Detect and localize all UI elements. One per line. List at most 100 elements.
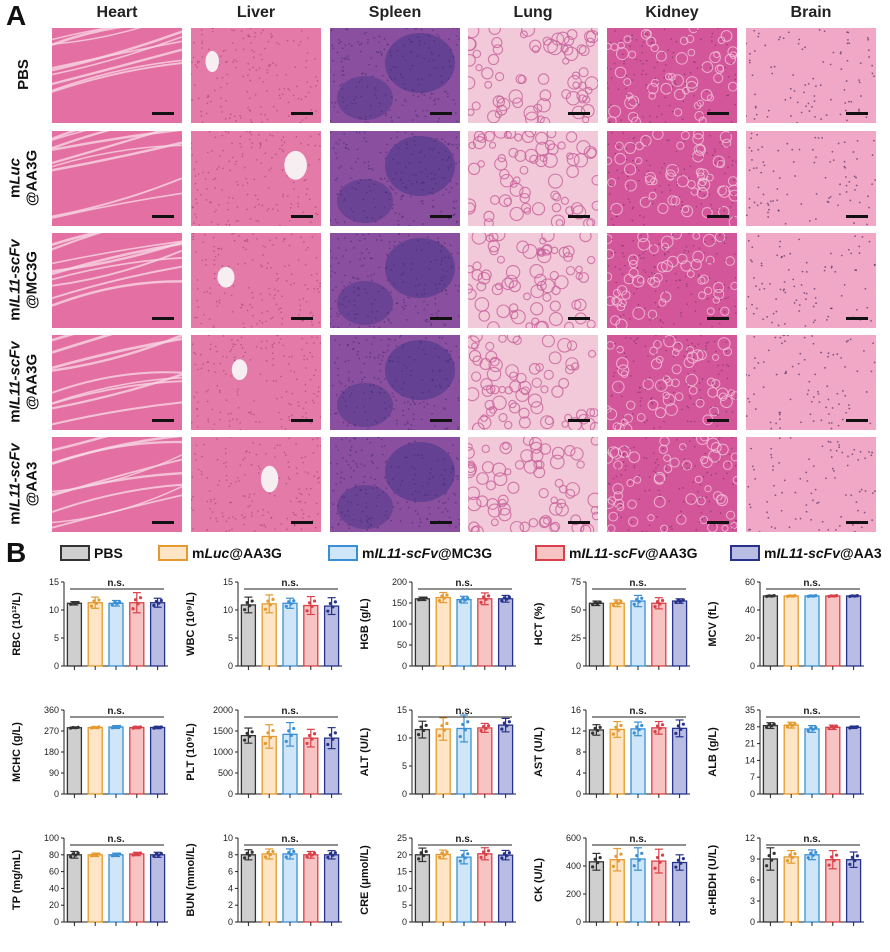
data-point — [507, 595, 511, 599]
y-axis-label: WBC (10⁹/L) — [185, 592, 197, 656]
bar — [845, 595, 862, 667]
data-point — [159, 725, 163, 729]
data-point — [616, 602, 621, 606]
column-header-brain: Brain — [790, 4, 832, 21]
histology-texture — [52, 28, 182, 123]
data-point — [442, 596, 447, 600]
data-point — [829, 594, 834, 598]
data-point — [245, 731, 249, 735]
bar — [66, 854, 83, 923]
data-point — [772, 594, 776, 598]
data-point — [287, 729, 291, 733]
bar — [783, 595, 799, 667]
bar — [630, 600, 646, 667]
data-point — [266, 599, 270, 603]
data-point — [152, 854, 156, 858]
y-axis-label: RBC (10¹²/L) — [11, 592, 23, 656]
histology-texture — [607, 28, 737, 123]
label-prefix: m — [6, 409, 24, 423]
data-point — [76, 725, 80, 729]
data-point — [814, 725, 818, 729]
data-point — [505, 724, 509, 728]
data-point — [463, 856, 467, 860]
data-point — [89, 604, 94, 608]
histology-texture — [191, 335, 321, 430]
y-tick-label: 500 — [218, 768, 233, 778]
data-point — [458, 859, 462, 863]
data-point — [250, 850, 254, 854]
histology-image-kidney-row3 — [607, 335, 737, 430]
data-point — [94, 853, 99, 857]
data-point — [829, 725, 834, 729]
data-point — [138, 851, 143, 855]
data-point — [94, 725, 99, 730]
data-point — [829, 855, 834, 859]
bar-chart-14: 0 3 6 9 12 n.s. α-HBDH (U/L) — [707, 833, 864, 927]
data-point — [243, 608, 247, 612]
bar — [240, 854, 257, 923]
data-point — [855, 854, 859, 858]
data-point — [616, 728, 621, 732]
y-tick-label: 100 — [44, 833, 59, 843]
data-point — [853, 725, 857, 729]
histology-texture — [330, 131, 460, 226]
data-point — [598, 856, 602, 860]
y-tick-label: 6 — [228, 867, 233, 877]
data-point — [785, 594, 790, 599]
scale-bar — [152, 521, 174, 524]
data-point — [832, 725, 836, 730]
bar — [87, 726, 103, 795]
data-point — [133, 598, 138, 602]
histology-image-spleen-row3 — [330, 335, 460, 430]
data-point — [500, 856, 504, 860]
bar — [66, 602, 83, 667]
significance-label: n.s. — [281, 706, 298, 717]
legend-item-1: mLuc@AA3G — [158, 545, 282, 561]
data-point — [268, 603, 273, 607]
histology-texture — [52, 437, 182, 532]
histology-image-heart-row4 — [52, 437, 182, 532]
scale-bar — [707, 317, 729, 320]
data-point — [136, 726, 140, 730]
data-point — [243, 738, 247, 742]
data-point — [809, 726, 813, 730]
y-tick-label: 5 — [402, 900, 407, 910]
data-point — [422, 853, 426, 858]
histology-texture — [468, 28, 598, 123]
legend-italic: Luc — [204, 545, 230, 561]
bar-chart-2: 0 50 100 150 200 n.s. HGB (g/L) — [359, 577, 516, 671]
data-point — [292, 849, 296, 854]
data-point — [640, 723, 644, 728]
bar — [671, 600, 688, 667]
data-point — [440, 851, 444, 855]
panel-b-letter: B — [6, 537, 27, 568]
y-tick-label: 15 — [397, 705, 407, 715]
bar — [149, 726, 166, 795]
data-point — [305, 855, 309, 859]
data-point — [591, 865, 595, 869]
bar — [477, 727, 493, 795]
data-point — [138, 596, 143, 600]
histology-image-brain-row4 — [746, 437, 876, 532]
bar — [108, 726, 124, 795]
column-header-kidney: Kidney — [645, 4, 699, 21]
data-point — [157, 601, 161, 605]
data-point — [785, 725, 790, 729]
data-point — [245, 601, 249, 605]
data-point — [596, 861, 600, 865]
bar — [129, 853, 145, 923]
data-point — [486, 594, 491, 598]
data-point — [765, 594, 769, 599]
histology-image-heart-row3 — [52, 335, 182, 430]
data-point — [635, 597, 639, 601]
data-point — [268, 736, 273, 740]
bar — [435, 853, 451, 923]
data-point — [788, 594, 792, 598]
histology-image-brain-row0 — [746, 28, 876, 123]
data-point — [655, 724, 660, 728]
data-point — [806, 594, 810, 599]
label-prefix: m — [6, 511, 24, 525]
histology-image-liver-row2 — [191, 233, 321, 328]
data-point — [507, 851, 511, 855]
bar — [588, 602, 605, 667]
